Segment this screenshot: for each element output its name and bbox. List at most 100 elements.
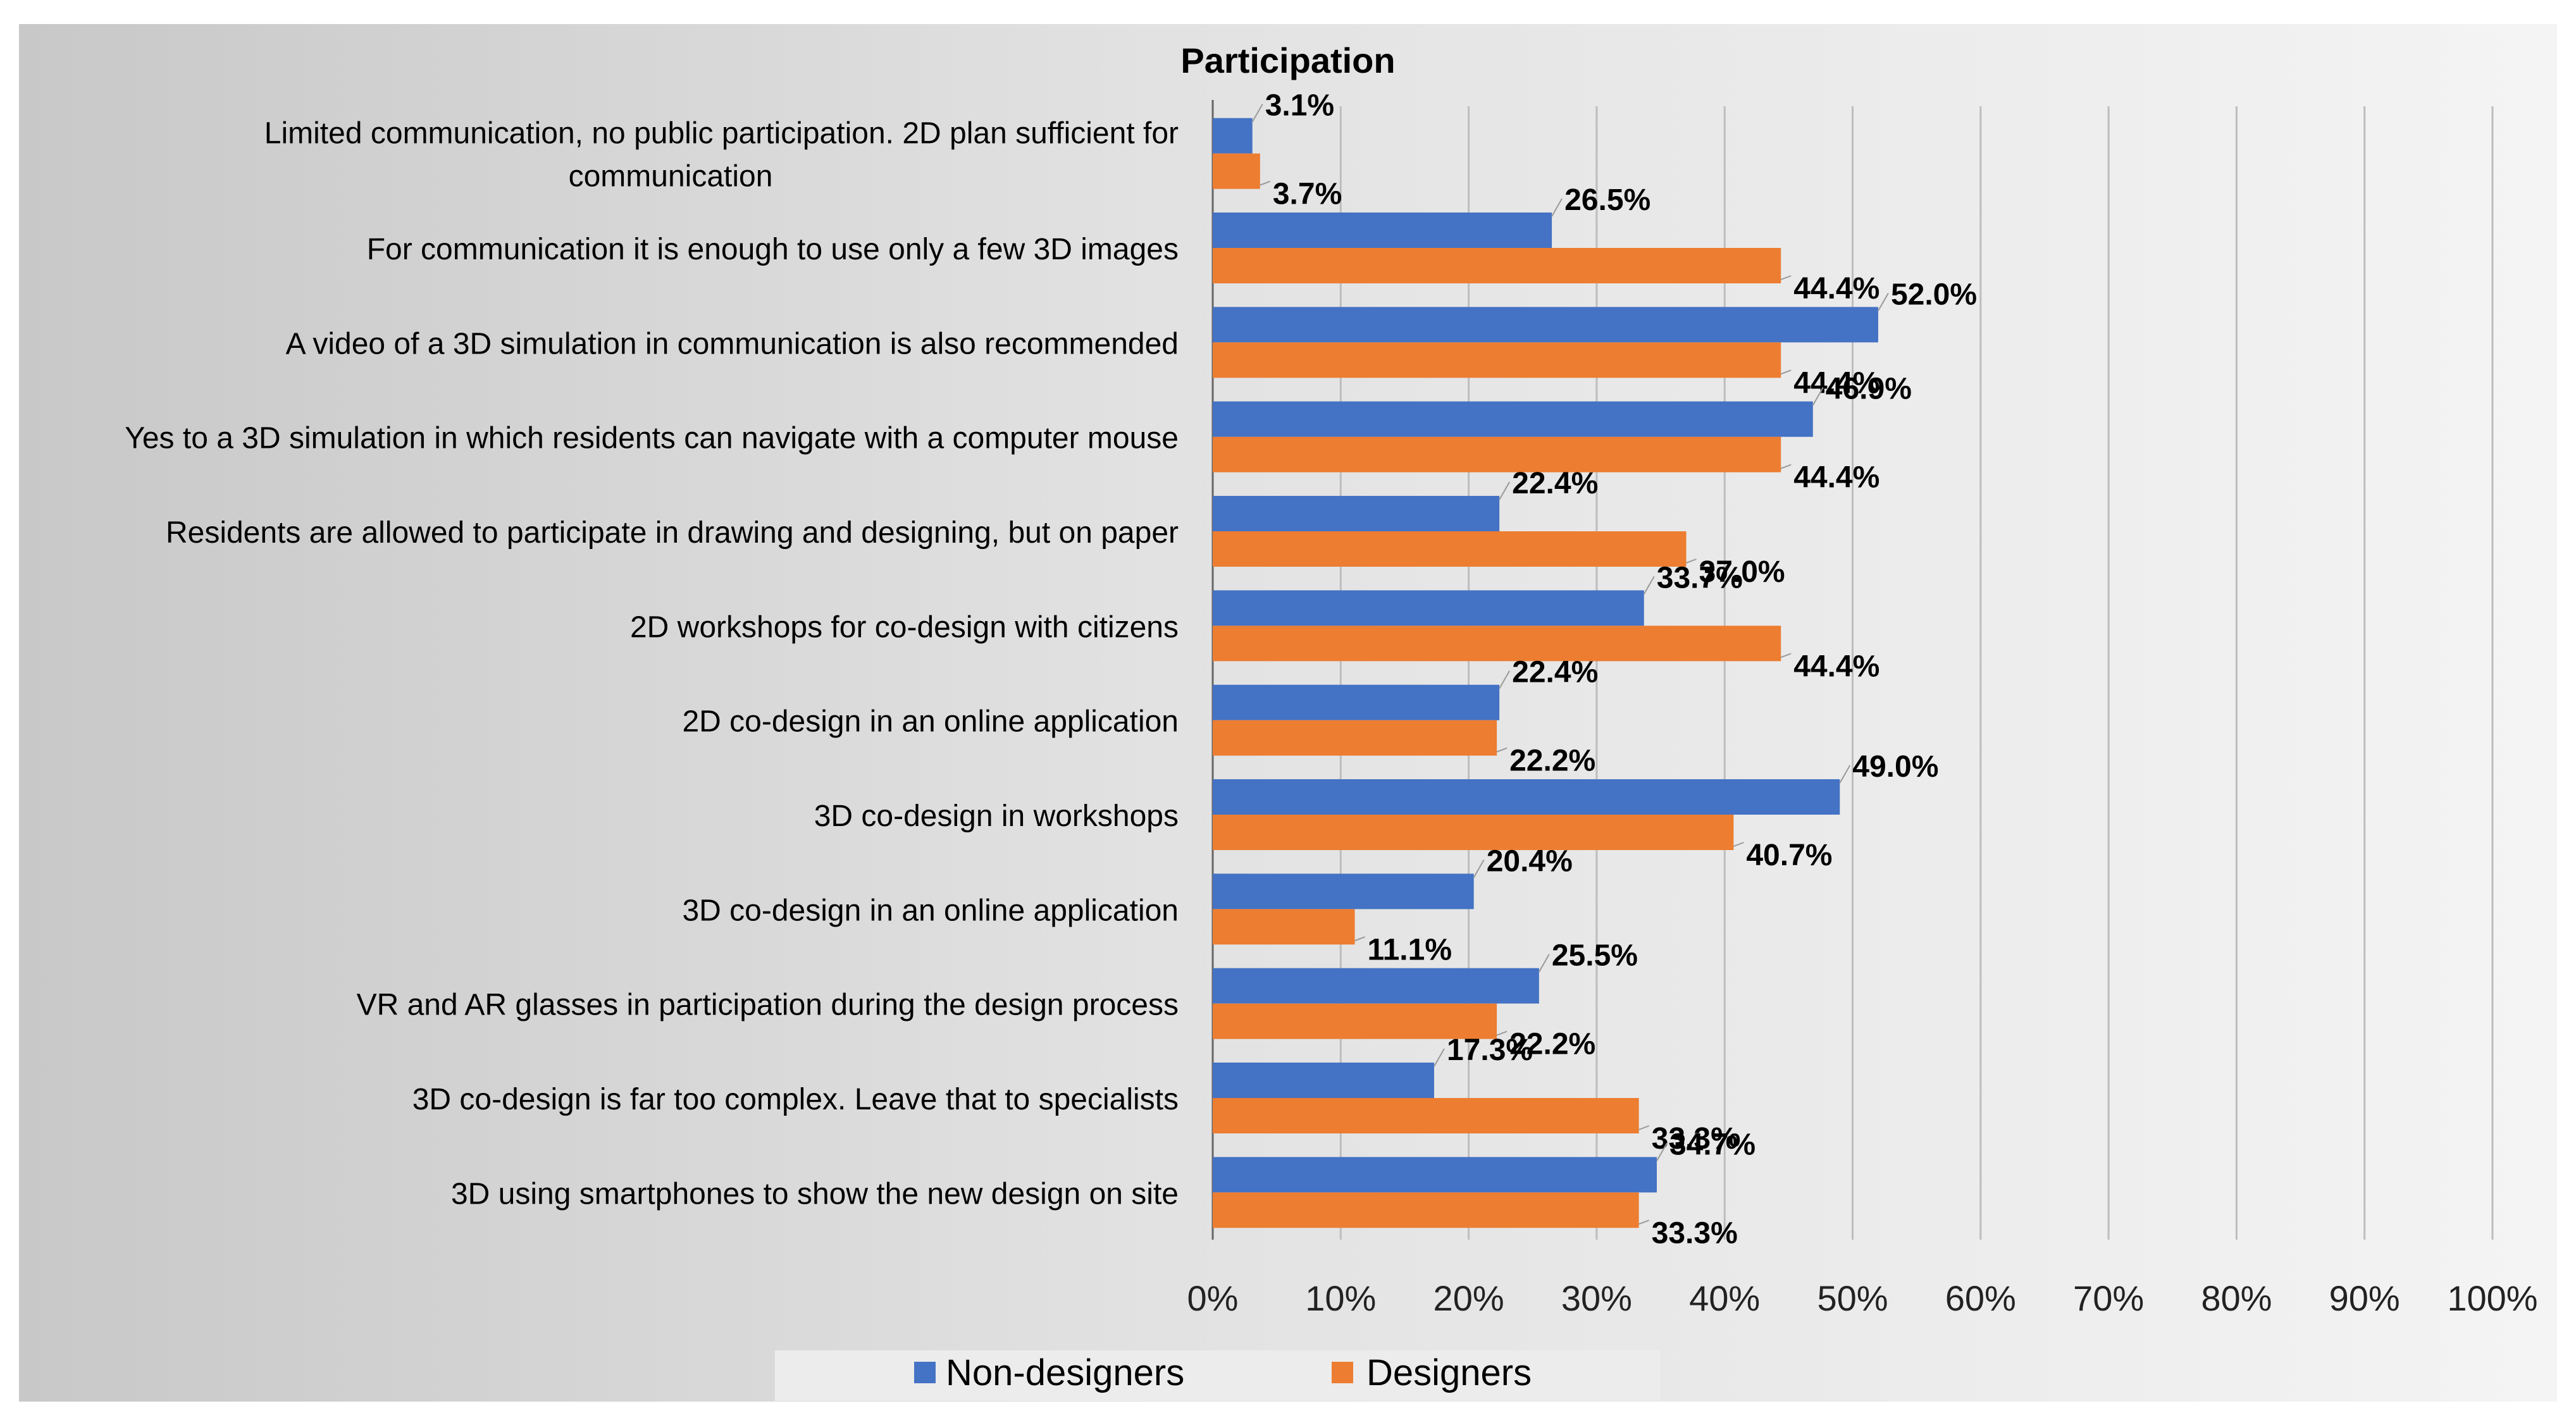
category-label: Residents are allowed to participate in …	[166, 516, 1179, 550]
leader-line	[1812, 387, 1824, 406]
category-label: A video of a 3D simulation in communicat…	[286, 327, 1179, 361]
x-tick-label: 0%	[1187, 1278, 1239, 1318]
x-tick-label: 60%	[1945, 1278, 2016, 1318]
leader-line	[1499, 481, 1511, 500]
category-label: 2D co-design in an online application	[682, 705, 1179, 739]
bar	[1213, 684, 1500, 720]
bar	[1213, 1192, 1639, 1228]
data-label: 52.0%	[1891, 278, 1977, 311]
leader-line	[1496, 747, 1508, 753]
bar	[1213, 213, 1552, 248]
leader-line	[1839, 765, 1851, 784]
data-label: 33.3%	[1652, 1216, 1738, 1250]
bar	[1213, 1098, 1639, 1133]
legend: Non-designers Designers	[914, 1352, 1532, 1393]
bar	[1213, 873, 1474, 910]
data-label: 11.1%	[1368, 933, 1452, 966]
data-label: 3.7%	[1273, 178, 1342, 211]
category-label: 3D using smartphones to show the new des…	[451, 1177, 1179, 1211]
leader-line	[1780, 369, 1792, 375]
bar	[1213, 590, 1644, 626]
leader-line	[1638, 1219, 1650, 1225]
chart-title: Participation	[1180, 40, 1395, 80]
leader-line	[1638, 1125, 1650, 1130]
legend-swatch	[1332, 1362, 1353, 1383]
bar	[1213, 968, 1539, 1004]
data-label: 34.7%	[1669, 1128, 1756, 1161]
data-label: 20.4%	[1487, 844, 1573, 878]
bar	[1213, 626, 1781, 662]
leader-line	[1780, 275, 1792, 280]
x-tick-label: 10%	[1305, 1278, 1376, 1318]
legend-label: Designers	[1366, 1352, 1532, 1393]
category-label: Limited communication, no public partici…	[264, 117, 1179, 151]
leader-line	[1551, 198, 1563, 217]
leader-line	[1434, 1048, 1445, 1067]
x-tick-label: 70%	[2073, 1278, 2144, 1318]
leader-line	[1733, 842, 1744, 847]
leader-line	[1686, 558, 1697, 564]
leader-line	[1656, 1142, 1668, 1161]
data-label: 33.7%	[1657, 561, 1743, 595]
gridlines	[1211, 100, 2494, 1240]
leader-line	[1260, 180, 1271, 186]
category-label: 3D co-design in an online application	[682, 894, 1179, 927]
bar	[1213, 1157, 1657, 1193]
category-label: communication	[569, 160, 773, 194]
data-label: 22.2%	[1509, 1028, 1595, 1061]
bar	[1213, 1003, 1497, 1039]
data-label: 49.0%	[1852, 750, 1938, 784]
category-label: 2D workshops for co-design with citizens	[630, 610, 1179, 644]
bar	[1213, 248, 1781, 283]
bar	[1213, 153, 1260, 189]
bar	[1213, 436, 1781, 472]
leader-line	[1499, 670, 1511, 689]
bar	[1213, 815, 1734, 850]
bar	[1213, 720, 1497, 756]
leader-line	[1496, 1030, 1508, 1036]
data-label: 3.1%	[1265, 89, 1334, 123]
category-labels: Limited communication, no public partici…	[125, 117, 1179, 1211]
bar	[1213, 1063, 1434, 1098]
bar	[1213, 307, 1878, 343]
leader-line	[1643, 576, 1655, 595]
category-label: For communication it is enough to use on…	[367, 233, 1179, 266]
x-tick-label: 40%	[1689, 1278, 1760, 1318]
data-label: 26.5%	[1564, 183, 1650, 217]
x-tick-label: 20%	[1434, 1278, 1504, 1318]
legend-label: Non-designers	[946, 1352, 1184, 1393]
category-label: Yes to a 3D simulation in which resident…	[125, 422, 1179, 455]
leader-line	[1473, 859, 1485, 878]
data-label: 44.4%	[1793, 272, 1879, 305]
bars: 3.1%3.7% 26.5%44.4% 52.0%44.4%46.9%44.4%22…	[1213, 89, 1977, 1250]
bar	[1213, 779, 1840, 815]
leader-line	[1538, 954, 1550, 973]
leader-line	[1251, 104, 1263, 123]
category-label: VR and AR glasses in participation durin…	[357, 989, 1179, 1022]
x-axis-tick-labels: 0% 10% 20% 30% 40% 50% 60% 70% 80% 90% 100%	[1187, 1278, 2538, 1318]
bar	[1213, 342, 1781, 378]
data-label: 22.4%	[1512, 467, 1598, 500]
data-label: 44.4%	[1793, 650, 1879, 683]
leader-line	[1354, 936, 1365, 942]
data-label: 37.0%	[1699, 555, 1785, 589]
data-label: 44.4%	[1793, 366, 1879, 400]
leader-line	[1780, 464, 1792, 469]
data-label: 22.2%	[1509, 744, 1595, 778]
bar	[1213, 118, 1253, 154]
leader-line	[1878, 292, 1889, 311]
x-tick-label: 50%	[1817, 1278, 1888, 1318]
data-label: 33.3%	[1652, 1122, 1738, 1156]
data-label: 40.7%	[1746, 839, 1832, 872]
data-label: 44.4%	[1793, 461, 1879, 495]
x-tick-label: 80%	[2201, 1278, 2272, 1318]
bar	[1213, 909, 1355, 945]
data-label: 22.4%	[1512, 656, 1598, 689]
bar	[1213, 401, 1813, 437]
x-tick-label: 30%	[1561, 1278, 1632, 1318]
legend-swatch	[914, 1362, 936, 1383]
bar	[1213, 496, 1500, 531]
bar	[1213, 531, 1687, 567]
data-label: 17.3%	[1447, 1033, 1533, 1067]
